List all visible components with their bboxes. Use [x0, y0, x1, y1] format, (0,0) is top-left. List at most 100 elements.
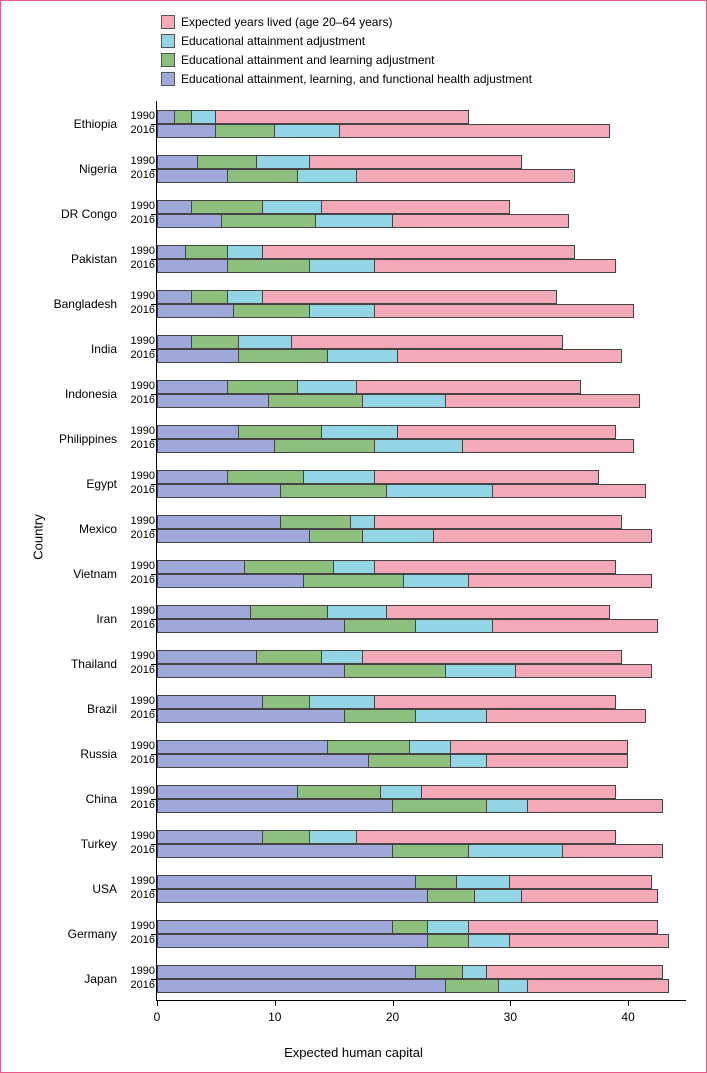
country-group: Mexico19902016 — [157, 506, 686, 551]
year-label: 1990 — [122, 651, 155, 662]
country-label: Japan — [37, 972, 117, 986]
bar-row — [157, 214, 686, 228]
year-label: 2016 — [122, 485, 155, 496]
seg-health — [157, 439, 275, 453]
seg-health — [157, 214, 222, 228]
bar-row — [157, 920, 686, 934]
seg-health — [157, 754, 369, 768]
bar-row — [157, 560, 686, 574]
x-tick-label: 40 — [621, 1010, 634, 1024]
x-tick-label: 10 — [268, 1010, 281, 1024]
seg-health — [157, 484, 281, 498]
bar-row — [157, 470, 686, 484]
country-label: India — [37, 342, 117, 356]
year-label: 2016 — [122, 170, 155, 181]
bar-row — [157, 394, 686, 408]
bar-row — [157, 889, 686, 903]
seg-health — [157, 664, 345, 678]
chart-container: Expected years lived (age 20–64 years)Ed… — [0, 0, 707, 1073]
bar-row — [157, 439, 686, 453]
seg-health — [157, 934, 428, 948]
year-label: 2016 — [122, 755, 155, 766]
year-label: 2016 — [122, 890, 155, 901]
year-label: 1990 — [122, 471, 155, 482]
country-group: Brazil19902016 — [157, 686, 686, 731]
country-group: Bangladesh19902016 — [157, 281, 686, 326]
year-label: 1990 — [122, 381, 155, 392]
country-label: Thailand — [37, 657, 117, 671]
year-label: 1990 — [122, 291, 155, 302]
year-label: 2016 — [122, 530, 155, 541]
x-tick-label: 0 — [154, 1010, 161, 1024]
country-label: Egypt — [37, 477, 117, 491]
year-label: 1990 — [122, 606, 155, 617]
year-label: 2016 — [122, 395, 155, 406]
seg-health — [157, 740, 328, 754]
bar-row — [157, 290, 686, 304]
year-label: 2016 — [122, 620, 155, 631]
country-group: Germany19902016 — [157, 911, 686, 956]
bar-row — [157, 799, 686, 813]
bar-row — [157, 574, 686, 588]
seg-health — [157, 155, 198, 169]
year-label: 1990 — [122, 426, 155, 437]
legend-label: Educational attainment adjustment — [181, 32, 365, 50]
year-label: 1990 — [122, 156, 155, 167]
seg-health — [157, 335, 192, 349]
bar-row — [157, 259, 686, 273]
seg-health — [157, 965, 416, 979]
country-group: India19902016 — [157, 326, 686, 371]
country-label: Russia — [37, 747, 117, 761]
seg-health — [157, 830, 263, 844]
legend-swatch — [161, 72, 175, 86]
seg-health — [157, 785, 298, 799]
legend-label: Expected years lived (age 20–64 years) — [181, 13, 392, 31]
seg-health — [157, 889, 428, 903]
country-label: USA — [37, 882, 117, 896]
legend-label: Educational attainment and learning adju… — [181, 51, 435, 69]
bar-row — [157, 425, 686, 439]
plot-area: 010203040Ethiopia19902016Nigeria19902016… — [156, 101, 686, 1001]
country-group: DR Congo19902016 — [157, 191, 686, 236]
country-group: Turkey19902016 — [157, 821, 686, 866]
seg-health — [157, 650, 257, 664]
bar-row — [157, 245, 686, 259]
country-label: Iran — [37, 612, 117, 626]
seg-health — [157, 920, 393, 934]
country-label: Vietnam — [37, 567, 117, 581]
seg-health — [157, 695, 263, 709]
seg-health — [157, 799, 393, 813]
country-label: Turkey — [37, 837, 117, 851]
year-label: 2016 — [122, 980, 155, 991]
bar-row — [157, 785, 686, 799]
seg-health — [157, 470, 228, 484]
bar-row — [157, 979, 686, 993]
country-label: Philippines — [37, 432, 117, 446]
seg-health — [157, 124, 216, 138]
year-label: 1990 — [122, 921, 155, 932]
bar-row — [157, 754, 686, 768]
seg-health — [157, 349, 239, 363]
bar-row — [157, 830, 686, 844]
seg-health — [157, 110, 175, 124]
seg-health — [157, 709, 345, 723]
country-group: Ethiopia19902016 — [157, 101, 686, 146]
year-label: 2016 — [122, 305, 155, 316]
country-label: Mexico — [37, 522, 117, 536]
country-label: Nigeria — [37, 162, 117, 176]
country-label: Brazil — [37, 702, 117, 716]
country-group: USA19902016 — [157, 866, 686, 911]
seg-health — [157, 245, 186, 259]
year-label: 1990 — [122, 561, 155, 572]
seg-health — [157, 875, 416, 889]
seg-health — [157, 515, 281, 529]
bar-row — [157, 155, 686, 169]
seg-health — [157, 259, 228, 273]
year-label: 1990 — [122, 336, 155, 347]
bar-row — [157, 605, 686, 619]
seg-health — [157, 529, 310, 543]
country-group: Thailand19902016 — [157, 641, 686, 686]
seg-health — [157, 574, 304, 588]
year-label: 2016 — [122, 260, 155, 271]
bar-row — [157, 484, 686, 498]
